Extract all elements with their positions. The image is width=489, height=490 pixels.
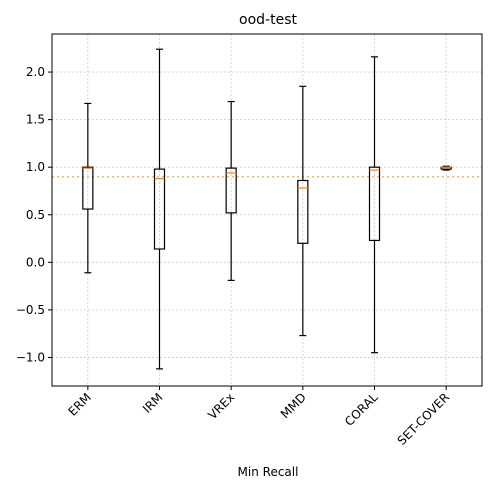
chart-title: ood-test xyxy=(239,12,297,28)
box-body xyxy=(153,168,166,250)
box-irm xyxy=(153,48,166,370)
y-tick-label: 0.0 xyxy=(26,255,45,269)
x-axis-label: Min Recall xyxy=(238,465,299,479)
plot-frame xyxy=(51,33,483,387)
box-body xyxy=(225,167,237,214)
boxes xyxy=(82,48,452,370)
box-set-cover xyxy=(440,165,452,171)
box-vrex xyxy=(225,100,237,281)
box-body xyxy=(297,179,309,244)
box-body xyxy=(82,166,94,210)
y-tick-label: −1.0 xyxy=(16,350,45,364)
y-tick-label: 0.5 xyxy=(26,208,45,222)
box-body xyxy=(368,166,381,242)
y-tick-label: 1.5 xyxy=(26,113,45,127)
y-axis: −1.0 −0.5 0.0 0.5 1.0 1.5 2.0 xyxy=(16,65,52,364)
box-erm xyxy=(82,102,94,274)
box-mmd xyxy=(297,85,309,337)
box-coral xyxy=(368,56,381,354)
y-tick-label: −0.5 xyxy=(16,303,45,317)
y-tick-label: 2.0 xyxy=(26,65,45,79)
y-tick-label: 1.0 xyxy=(26,160,45,174)
